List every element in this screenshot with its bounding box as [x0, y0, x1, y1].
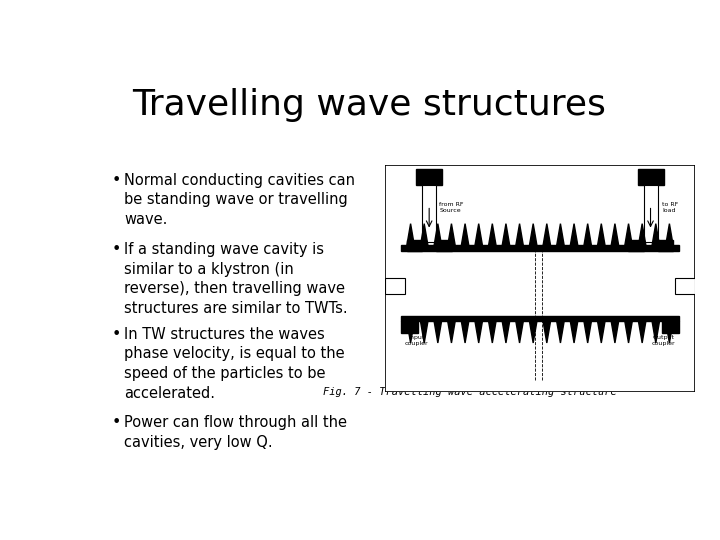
Polygon shape	[434, 224, 441, 246]
Polygon shape	[502, 224, 510, 246]
Polygon shape	[639, 224, 646, 246]
Polygon shape	[529, 321, 537, 343]
Polygon shape	[666, 224, 673, 246]
Polygon shape	[448, 321, 455, 343]
Text: Fig. 7 - Travelling wave accelerating structure: Fig. 7 - Travelling wave accelerating st…	[323, 387, 616, 397]
Polygon shape	[420, 321, 428, 343]
Text: Output
coupler: Output coupler	[652, 335, 675, 346]
Polygon shape	[448, 224, 455, 246]
Polygon shape	[625, 321, 632, 343]
Text: Normal conducting cavities can
be standing wave or travelling
wave.: Normal conducting cavities can be standi…	[124, 173, 355, 227]
Text: •: •	[112, 415, 121, 430]
Text: If a standing wave cavity is
similar to a klystron (in
reverse), then travelling: If a standing wave cavity is similar to …	[124, 242, 348, 316]
Text: •: •	[112, 327, 121, 342]
Polygon shape	[639, 321, 646, 343]
Text: Power can flow through all the
cavities, very low Q.: Power can flow through all the cavities,…	[124, 415, 347, 450]
Polygon shape	[584, 321, 591, 343]
Polygon shape	[557, 321, 564, 343]
Polygon shape	[652, 321, 660, 343]
Polygon shape	[570, 321, 578, 343]
Polygon shape	[434, 321, 441, 343]
Bar	[657, 240, 673, 251]
Bar	[662, 321, 680, 333]
Polygon shape	[557, 224, 564, 246]
Text: to RF
load: to RF load	[662, 202, 678, 213]
Polygon shape	[584, 224, 591, 246]
Text: •: •	[112, 173, 121, 187]
Bar	[436, 240, 451, 251]
Polygon shape	[489, 321, 496, 343]
Polygon shape	[598, 321, 605, 343]
Bar	[401, 246, 680, 251]
Polygon shape	[570, 224, 578, 246]
Polygon shape	[529, 224, 537, 246]
Polygon shape	[407, 321, 414, 343]
Polygon shape	[502, 321, 510, 343]
Polygon shape	[462, 321, 469, 343]
Polygon shape	[598, 224, 605, 246]
Text: Travelling wave structures: Travelling wave structures	[132, 88, 606, 122]
Bar	[629, 240, 644, 251]
Bar	[644, 185, 657, 242]
Polygon shape	[489, 224, 496, 246]
Bar	[407, 240, 423, 251]
Text: from RF
Source: from RF Source	[439, 202, 464, 213]
Polygon shape	[543, 224, 551, 246]
Bar	[675, 278, 695, 294]
Bar	[401, 321, 418, 333]
Polygon shape	[611, 224, 618, 246]
Polygon shape	[475, 321, 482, 343]
Polygon shape	[516, 321, 523, 343]
Bar	[423, 185, 436, 242]
Polygon shape	[666, 321, 673, 343]
Text: Input
coupler: Input coupler	[405, 335, 428, 346]
Polygon shape	[462, 224, 469, 246]
Polygon shape	[420, 224, 428, 246]
Polygon shape	[611, 321, 618, 343]
Polygon shape	[407, 224, 414, 246]
Bar	[637, 169, 664, 185]
Bar	[401, 316, 680, 321]
Bar	[385, 278, 405, 294]
Text: In TW structures the waves
phase velocity, is equal to the
speed of the particle: In TW structures the waves phase velocit…	[124, 327, 345, 401]
Polygon shape	[625, 224, 632, 246]
Polygon shape	[652, 224, 660, 246]
Polygon shape	[543, 321, 551, 343]
Text: •: •	[112, 242, 121, 257]
Polygon shape	[516, 224, 523, 246]
Bar	[416, 169, 443, 185]
Polygon shape	[475, 224, 482, 246]
